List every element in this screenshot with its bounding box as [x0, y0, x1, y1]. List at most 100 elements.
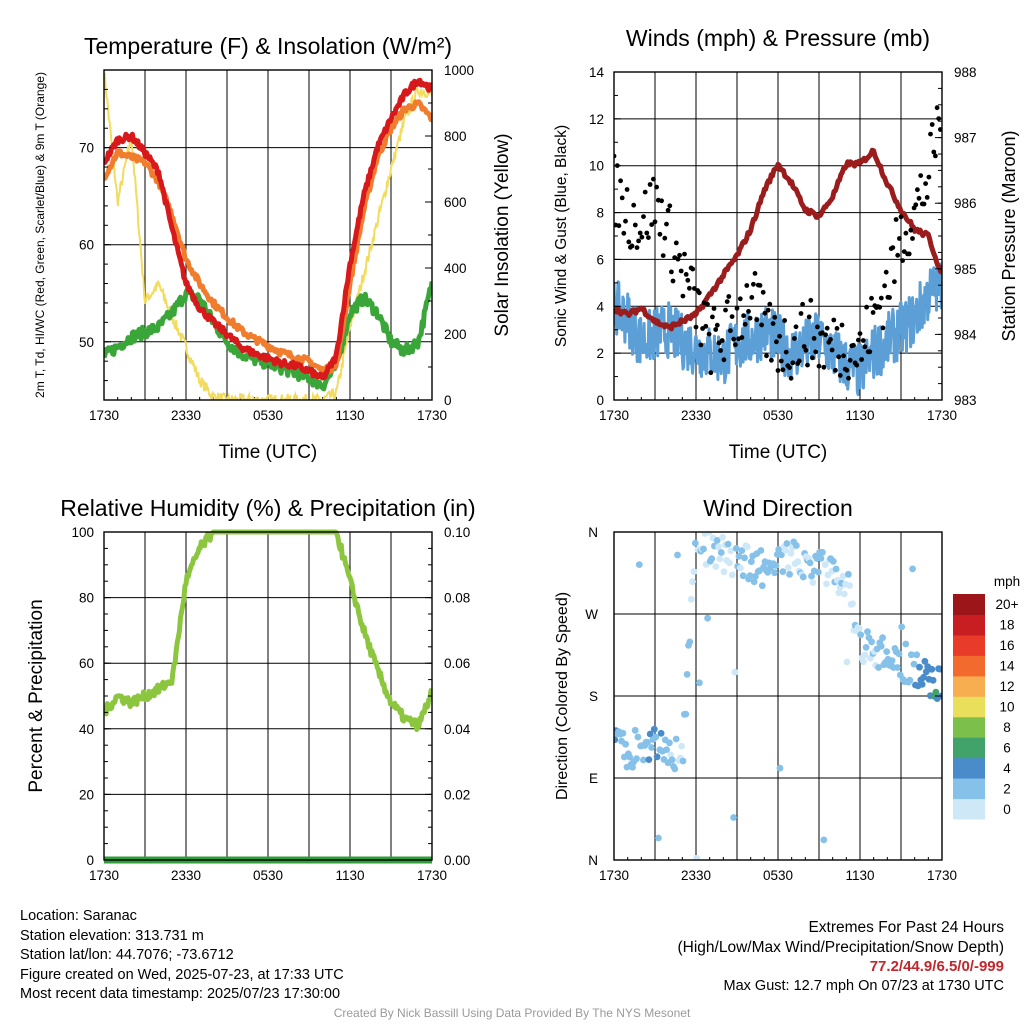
gust-point — [931, 149, 937, 155]
gust-point — [903, 230, 909, 236]
series-points-direction — [614, 532, 942, 860]
direction-point — [921, 657, 929, 665]
gust-point — [782, 318, 787, 323]
x-tick-label: 1130 — [845, 408, 874, 423]
y2-tick-label: 1000 — [444, 63, 474, 78]
direction-point — [738, 547, 746, 554]
gust-point — [823, 332, 828, 338]
direction-point — [672, 735, 680, 743]
direction-point — [735, 552, 743, 560]
gust-point — [721, 357, 727, 363]
gust-point — [649, 222, 655, 228]
gust-point — [626, 239, 632, 245]
gust-point — [751, 281, 756, 287]
colorbar-swatch — [953, 655, 985, 677]
gust-point — [808, 297, 814, 303]
gust-point — [816, 363, 822, 369]
y2-tick-label: 800 — [444, 129, 467, 144]
direction-point — [757, 547, 765, 554]
direction-point — [663, 746, 670, 753]
gust-point — [806, 314, 812, 320]
gust-point — [878, 295, 884, 301]
direction-point — [696, 679, 703, 687]
gust-point — [792, 336, 797, 341]
x-tick-label: 1730 — [89, 868, 119, 883]
gust-point — [813, 349, 819, 355]
x-tick-label: 0530 — [253, 868, 283, 883]
gust-point — [713, 327, 719, 332]
direction-point — [806, 559, 814, 567]
gust-point — [705, 301, 710, 307]
direction-point — [808, 572, 815, 580]
direction-point — [626, 753, 634, 761]
y2-tick-label: 984 — [954, 327, 977, 342]
direction-point — [657, 729, 665, 737]
y-tick-label: 14 — [589, 65, 605, 80]
direction-point — [614, 736, 619, 744]
gust-point — [731, 336, 737, 342]
gust-point — [680, 293, 686, 299]
panel-humidity-precipitation: 1730 2330 0530 1130 1730 Relative Humidity (%… — [26, 495, 476, 883]
gust-point — [783, 349, 789, 355]
gust-point — [706, 331, 712, 337]
gust-point — [880, 325, 886, 331]
gust-point — [915, 187, 920, 193]
x-tick-label: 1730 — [927, 408, 957, 423]
gust-point — [644, 230, 650, 236]
y-tick-label: E — [589, 771, 598, 786]
gust-point — [629, 243, 635, 249]
series-line-temp_2m — [104, 77, 432, 381]
gust-point — [777, 333, 782, 339]
gust-point — [834, 326, 840, 331]
y-tick-label: 50 — [79, 335, 94, 350]
gust-point — [801, 344, 807, 349]
direction-point — [862, 644, 870, 651]
direction-point — [902, 640, 910, 648]
direction-point — [671, 765, 679, 773]
direction-point — [691, 539, 699, 547]
gust-point — [733, 342, 738, 348]
gust-point — [647, 182, 653, 187]
direction-point — [918, 681, 926, 688]
direction-point — [778, 551, 785, 559]
direction-point — [679, 757, 687, 765]
gust-point — [770, 321, 776, 326]
gust-point — [711, 306, 717, 311]
y2-tick-label: 0.06 — [444, 656, 470, 671]
direction-point — [713, 537, 721, 544]
gust-point — [811, 336, 817, 341]
direction-point — [727, 547, 735, 555]
gust-point — [646, 235, 651, 241]
extremes-description: (High/Low/Max Wind/Precipitation/Snow De… — [677, 938, 1005, 956]
gust-point — [916, 195, 922, 201]
direction-point — [631, 726, 639, 734]
direction-point — [689, 578, 696, 586]
gust-point — [765, 307, 771, 313]
gust-point — [870, 310, 876, 315]
direction-point — [743, 543, 751, 551]
gust-point — [928, 131, 933, 137]
direction-point — [864, 628, 871, 636]
gust-point — [890, 245, 896, 251]
gust-point — [846, 375, 851, 381]
gust-point — [657, 231, 663, 237]
y-axis-label: Direction (Colored By Speed) — [554, 592, 571, 800]
gust-point — [682, 251, 687, 257]
y-tick-label: 40 — [79, 722, 94, 737]
y2-tick-label: 200 — [444, 327, 467, 342]
gust-point — [810, 355, 815, 361]
direction-point — [724, 540, 732, 548]
colorbar-tick-label: 10 — [999, 700, 1014, 715]
y2-axis-label: Solar Insolation (Yellow) — [492, 133, 513, 336]
direction-point — [793, 542, 800, 549]
y-tick-label: 2 — [596, 346, 604, 361]
direction-point — [898, 623, 906, 631]
gust-point — [757, 283, 763, 288]
gust-point — [854, 362, 860, 368]
chart-title: Temperature (F) & Insolation (W/m²) — [84, 33, 452, 59]
extremes-info: Extremes For Past 24 Hours (High/Low/Max… — [678, 918, 1005, 996]
gust-point — [921, 201, 927, 207]
gust-point — [728, 328, 733, 334]
gust-point — [926, 174, 932, 180]
series-points-gust — [614, 105, 942, 381]
